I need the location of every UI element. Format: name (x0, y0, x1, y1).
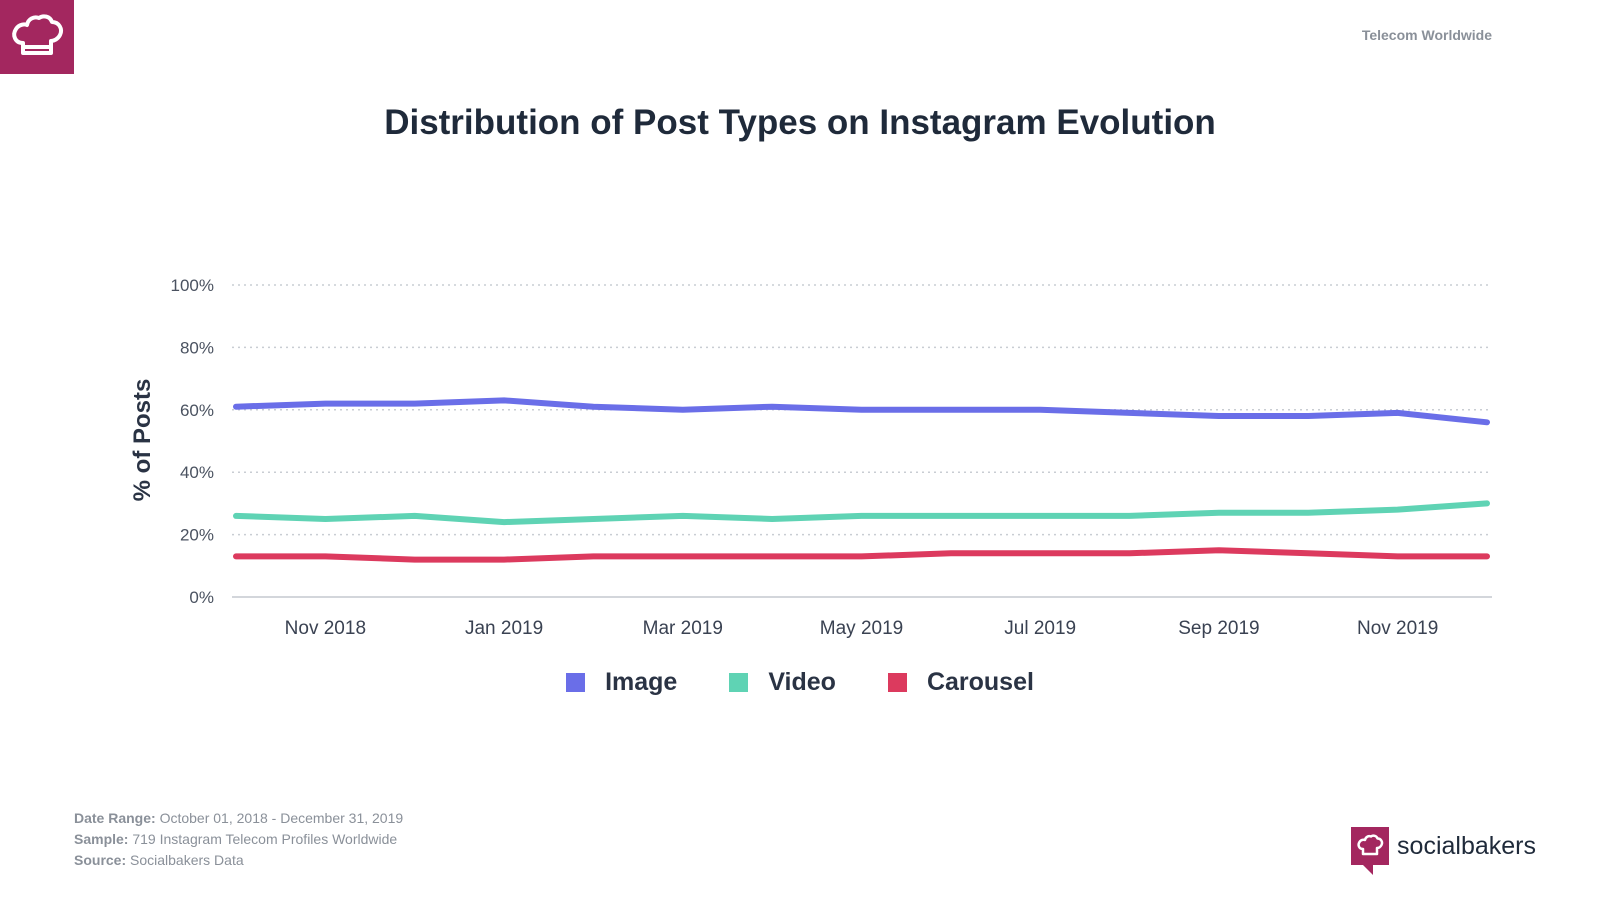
chart-footer: Date Range: October 01, 2018 - December … (74, 808, 403, 871)
footer-date-range-value: October 01, 2018 - December 31, 2019 (159, 810, 404, 826)
y-tick-label: 80% (180, 338, 214, 357)
series-line-video (233, 500, 1490, 526)
legend-label: Image (605, 668, 678, 696)
x-tick-label: Jan 2019 (465, 618, 543, 639)
y-axis-label: % of Posts (129, 379, 156, 502)
header-label: Telecom Worldwide (1361, 27, 1492, 43)
footer-sample-label: Sample: (74, 831, 129, 847)
legend-item-video[interactable]: Video (729, 668, 836, 697)
footer-sample-value: 719 Instagram Telecom Profiles Worldwide (132, 831, 398, 847)
series-line-image (233, 397, 1490, 426)
chart-legend: Image Video Carousel (0, 668, 1600, 697)
footer-sample: Sample: 719 Instagram Telecom Profiles W… (74, 829, 403, 850)
y-tick-label: 20% (180, 526, 214, 545)
x-tick-label: Sep 2019 (1178, 618, 1259, 639)
legend-item-image[interactable]: Image (566, 668, 677, 697)
footer-source: Source: Socialbakers Data (74, 850, 403, 871)
chart-title: Distribution of Post Types on Instagram … (384, 103, 1216, 142)
x-tick-label: May 2019 (820, 618, 903, 639)
footer-source-label: Source: (74, 852, 127, 868)
series-lines (233, 397, 1490, 563)
y-tick-label: 100% (171, 276, 214, 295)
y-tick-label: 0% (189, 588, 214, 607)
brand-logo (0, 0, 74, 74)
x-tick-label: Jul 2019 (1004, 618, 1076, 639)
brand-name: socialbakers (1397, 831, 1536, 860)
series-line-carousel (233, 547, 1490, 563)
legend-swatch-carousel (887, 673, 907, 692)
brand-chef-hat-icon (1351, 827, 1390, 875)
legend-swatch-image (566, 673, 586, 692)
x-tick-label: Nov 2018 (285, 618, 366, 639)
footer-date-range: Date Range: October 01, 2018 - December … (74, 808, 403, 829)
y-axis-ticks: 0% 20% 40% 60% 80% 100% (171, 276, 214, 607)
x-tick-label: Mar 2019 (643, 618, 723, 639)
x-axis-ticks: Nov 2018 Jan 2019 Mar 2019 May 2019 Jul 2019… (285, 618, 1439, 639)
legend-swatch-video (729, 673, 749, 692)
brand-footer: socialbakers (1351, 827, 1536, 875)
x-tick-label: Nov 2019 (1357, 618, 1438, 639)
footer-source-value: Socialbakers Data (130, 852, 244, 868)
footer-date-range-label: Date Range: (74, 810, 156, 826)
y-tick-label: 60% (180, 401, 214, 420)
y-tick-label: 40% (180, 463, 214, 482)
legend-item-carousel[interactable]: Carousel (887, 668, 1034, 697)
chef-hat-icon (12, 14, 63, 55)
legend-label: Carousel (926, 668, 1034, 696)
legend-label: Video (768, 668, 836, 696)
